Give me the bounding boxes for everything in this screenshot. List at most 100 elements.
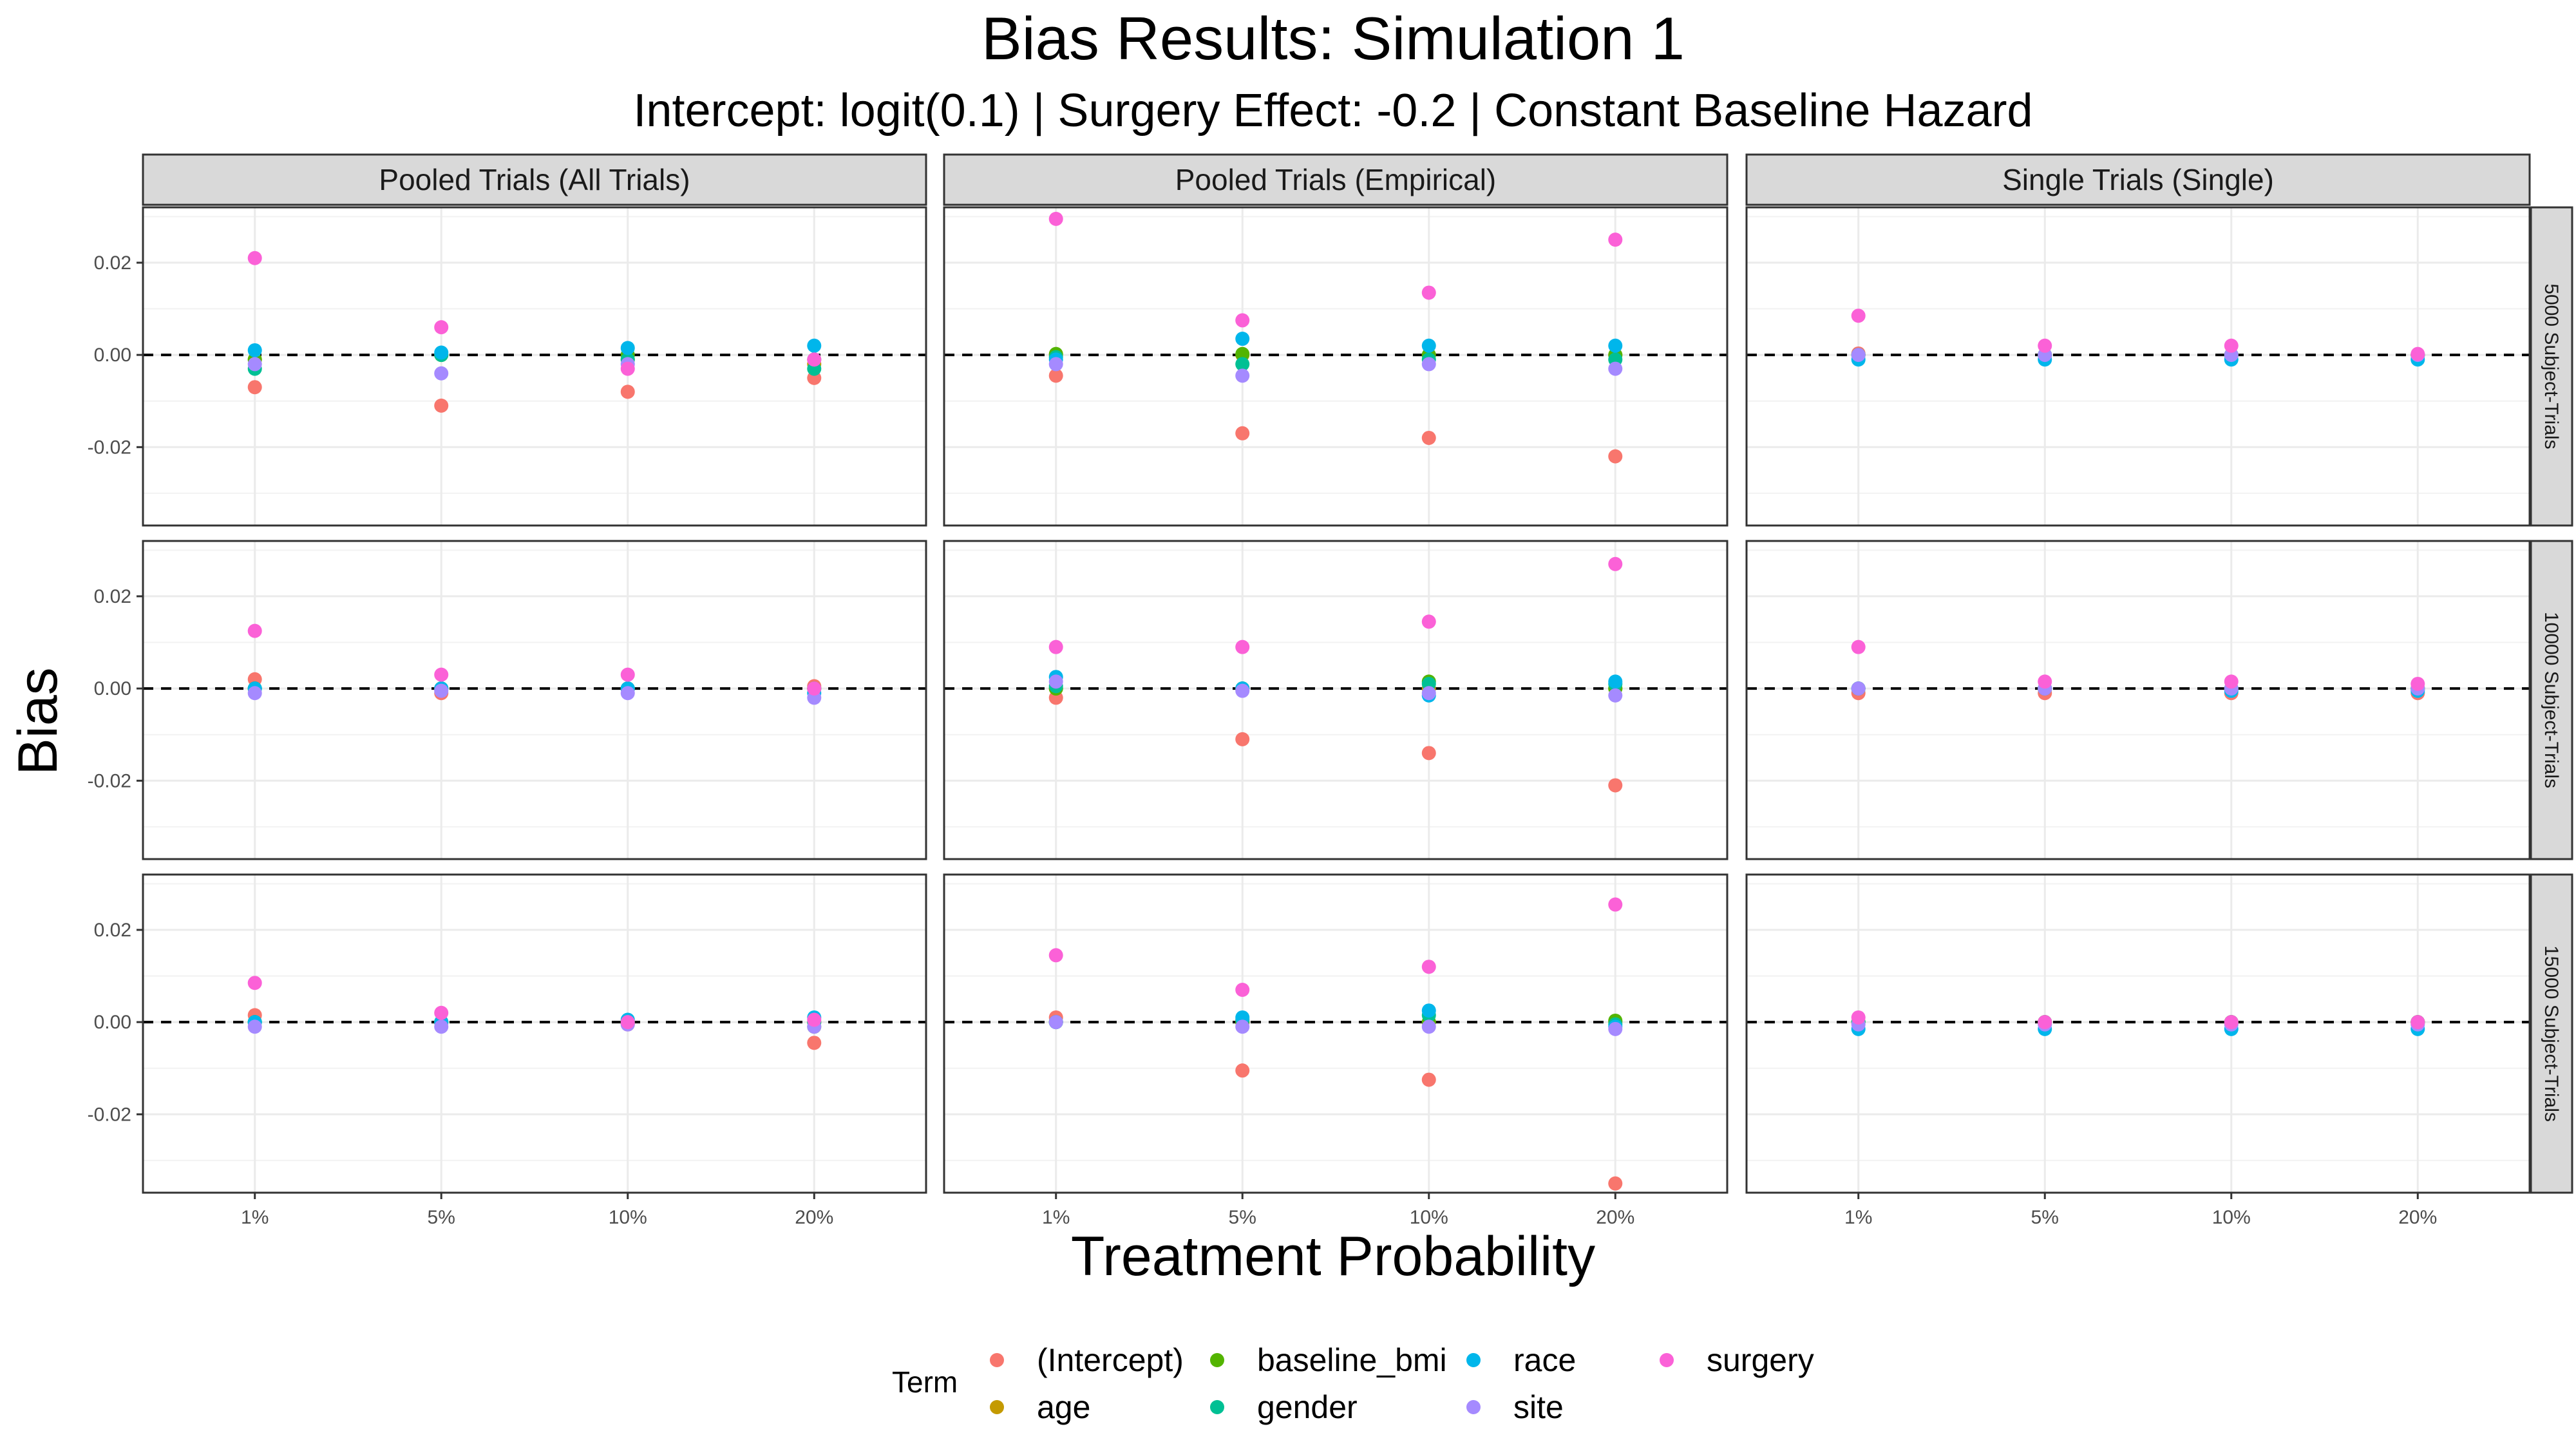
point-surgery-10: [620, 667, 635, 682]
panel-border: [142, 540, 927, 860]
x-tick-label-10: 10%: [609, 1207, 647, 1228]
panel-background: [1747, 875, 2530, 1193]
x-tick-label-10: 10%: [1410, 1207, 1448, 1228]
legend-key: [1466, 1400, 1481, 1414]
point-surgery-20: [1608, 556, 1623, 571]
y-tick-label: 0.02: [94, 920, 131, 941]
point-surgery-20: [807, 1012, 822, 1027]
y-tick-label: -0.02: [88, 437, 131, 458]
row-strip-label: 15000 Subject-Trials: [2541, 945, 2562, 1122]
point-surgery-20: [2410, 346, 2425, 361]
y-tick-label: 0.00: [94, 1012, 131, 1033]
panel-border: [1745, 206, 2531, 527]
point-site-1: [1048, 674, 1063, 689]
point-surgery-5: [1235, 982, 1250, 997]
point-surgery-5: [1235, 639, 1250, 654]
panel-border: [943, 540, 1728, 860]
row-strip-15000-subject-trials: 15000 Subject-Trials: [2530, 873, 2573, 1194]
column-strip-label: Pooled Trials (All Trials): [379, 163, 690, 196]
panel-border: [1745, 540, 2531, 860]
row-strip-label: 10000 Subject-Trials: [2541, 612, 2562, 788]
point-surgery-1: [1851, 639, 1866, 654]
point-site-1: [247, 686, 262, 701]
legend-key: [1466, 1353, 1481, 1367]
x-tick-label-1: 1%: [1042, 1207, 1070, 1228]
point-surgery-5: [1235, 313, 1250, 328]
point-site-20: [1608, 1021, 1623, 1036]
row-strip-bg: [2530, 873, 2573, 1194]
legend-title: Term: [892, 1365, 958, 1399]
row-strip-10000-subject-trials: 10000 Subject-Trials: [2530, 540, 2573, 860]
point-surgery-20: [807, 352, 822, 367]
legend-label: gender: [1257, 1389, 1358, 1425]
panel-border: [142, 873, 927, 1194]
point-site-20: [1608, 688, 1623, 703]
panel-background: [143, 875, 926, 1193]
point-site-1: [247, 1019, 262, 1034]
panel-r2-c2: [1745, 873, 2531, 1194]
point-site-5: [434, 683, 449, 698]
legend-key: [990, 1400, 1004, 1414]
panel-border: [142, 206, 927, 527]
panel-background: [143, 541, 926, 859]
point-race-10: [1421, 1003, 1436, 1018]
point-site-5: [1235, 683, 1250, 698]
panel-r2-c1: [943, 873, 1728, 1194]
legend-item-site: site: [1466, 1389, 1564, 1425]
column-strip-bg: [1745, 153, 2531, 206]
point-intercept-5: [434, 398, 449, 413]
point-site-5: [1235, 1019, 1250, 1034]
row-strip-label: 5000 Subject-Trials: [2541, 283, 2562, 449]
panel-r0-c2: [1745, 206, 2531, 527]
x-tick-label-5: 5%: [2031, 1207, 2059, 1228]
legend-item-gender: gender: [1210, 1389, 1358, 1425]
point-gender-5: [1235, 357, 1250, 372]
legend-label: site: [1513, 1389, 1564, 1425]
point-intercept-10: [620, 384, 635, 399]
point-surgery-1: [1048, 948, 1063, 963]
point-surgery-1: [247, 251, 262, 265]
point-race-10: [1421, 338, 1436, 353]
point-surgery-5: [2038, 1015, 2052, 1030]
y-tick-label: -0.02: [88, 770, 131, 791]
point-surgery-1: [1851, 308, 1866, 323]
panel-background: [944, 207, 1727, 526]
column-strip-pooled-trials-empirical: Pooled Trials (Empirical): [943, 153, 1728, 206]
point-surgery-1: [1048, 211, 1063, 226]
x-tick-label-20: 20%: [1596, 1207, 1634, 1228]
point-race-5: [1235, 332, 1250, 346]
point-surgery-20: [2410, 1015, 2425, 1030]
panel-border: [1745, 873, 2531, 1194]
row-strip-bg: [2530, 540, 2573, 860]
x-tick-label-10: 10%: [2212, 1207, 2251, 1228]
point-intercept-1: [1048, 368, 1063, 383]
point-surgery-20: [2410, 676, 2425, 691]
point-intercept-5: [1235, 1063, 1250, 1078]
legend-label: baseline_bmi: [1257, 1342, 1447, 1378]
panel-border: [943, 873, 1728, 1194]
point-intercept-1: [247, 380, 262, 395]
point-surgery-5: [434, 1005, 449, 1020]
point-race-20: [807, 338, 822, 353]
legend-key: [1210, 1353, 1224, 1367]
column-strip-pooled-trials-all-trials: Pooled Trials (All Trials): [142, 153, 927, 206]
legend-key: [990, 1353, 1004, 1367]
panel-r0-c1: [943, 206, 1728, 527]
panel-background: [944, 875, 1727, 1193]
y-axis-title: Bias: [7, 667, 69, 775]
facet-panels: Pooled Trials (All Trials) Pooled Trials …: [88, 153, 2573, 1228]
point-race-20: [1608, 674, 1623, 689]
column-strip-bg: [142, 153, 927, 206]
legend-item-race: race: [1466, 1342, 1576, 1378]
point-site-5: [1235, 368, 1250, 383]
legend-key: [1660, 1353, 1674, 1367]
y-tick-label: 0.02: [94, 252, 131, 274]
point-surgery-10: [620, 361, 635, 376]
x-axis-title: Treatment Probability: [1071, 1226, 1595, 1287]
point-intercept-20: [807, 1036, 822, 1050]
row-strip-bg: [2530, 206, 2573, 527]
panel-r1-c2: [1745, 540, 2531, 860]
point-intercept-10: [1421, 430, 1436, 445]
panel-border: [943, 206, 1728, 527]
y-tick-label: 0.00: [94, 678, 131, 699]
